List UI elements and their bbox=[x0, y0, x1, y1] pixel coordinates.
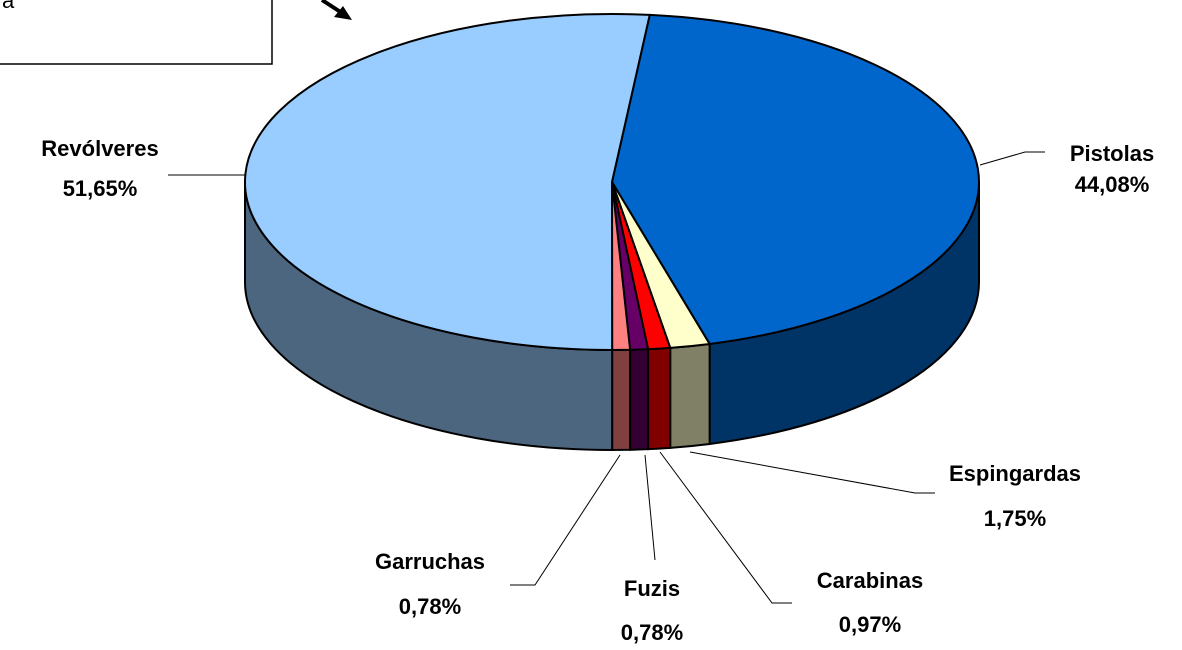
arrow bbox=[320, 0, 344, 15]
category-label: Fuzis bbox=[624, 576, 680, 601]
value-label: 44,08% bbox=[1075, 172, 1150, 197]
slice bbox=[244, 13, 651, 352]
value-label: 1,75% bbox=[984, 506, 1046, 531]
category-label: Garruchas bbox=[375, 549, 485, 574]
leader-line bbox=[979, 151, 1045, 166]
slice-side bbox=[611, 348, 632, 452]
category-label: Revólveres bbox=[41, 136, 158, 161]
value-label: 0,78% bbox=[621, 620, 683, 645]
value-label: 51,65% bbox=[63, 176, 138, 201]
category-label: Pistolas bbox=[1070, 141, 1154, 166]
leader-line bbox=[659, 451, 792, 604]
category-label: Carabinas bbox=[817, 568, 923, 593]
annotation-box bbox=[0, 0, 273, 65]
leader-line bbox=[644, 454, 656, 561]
leader-line bbox=[689, 451, 935, 494]
category-label: Espingardas bbox=[949, 461, 1081, 486]
slice-side bbox=[629, 348, 650, 451]
leader-line bbox=[510, 454, 621, 586]
slice bbox=[610, 13, 980, 346]
arrow-head bbox=[334, 6, 352, 20]
annotation: a bbox=[2, 0, 15, 13]
slice-side bbox=[647, 346, 672, 451]
slice-side bbox=[669, 342, 711, 449]
value-label: 0,78% bbox=[399, 594, 461, 619]
value-label: 0,97% bbox=[839, 612, 901, 637]
